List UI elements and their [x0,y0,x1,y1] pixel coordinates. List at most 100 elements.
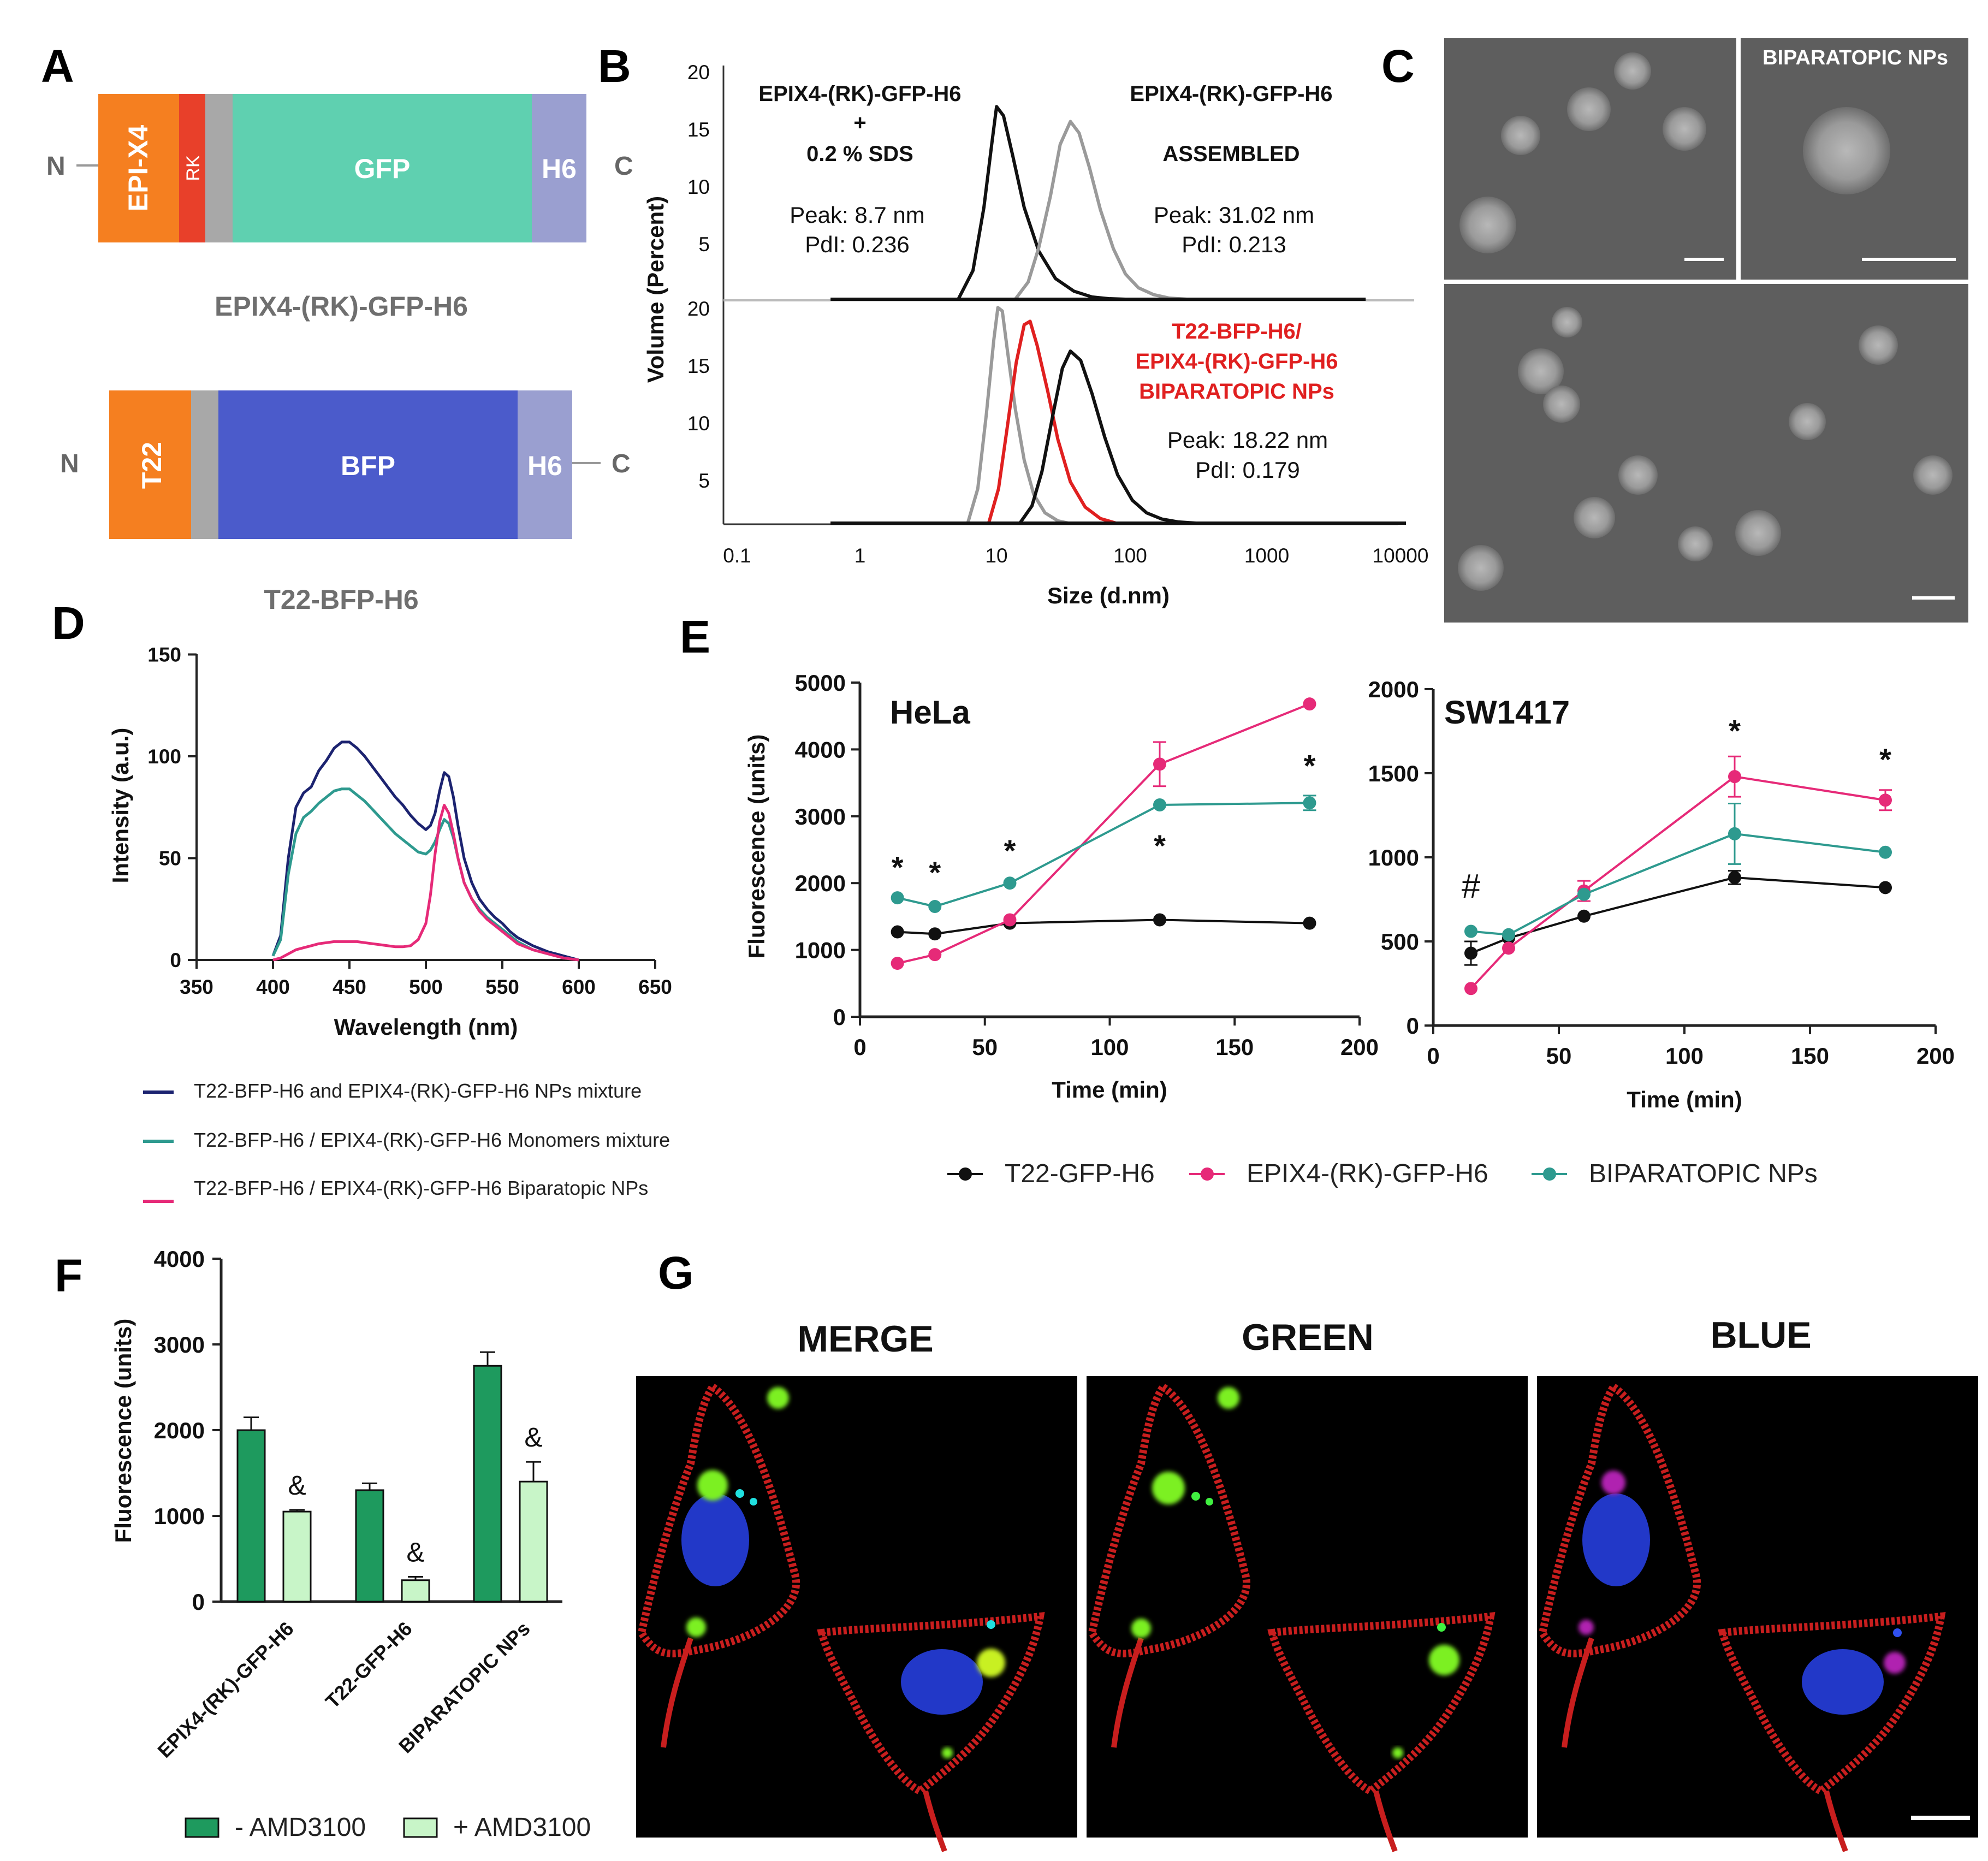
e-data-point [891,891,904,905]
e-y-tick-label: 5000 [795,670,846,696]
e-data-point [1879,881,1892,894]
e-y-tick-label: 2000 [1368,677,1419,702]
b-top-right-peak: Peak: 31.02 nm [1154,202,1314,228]
d-spectrum-line [271,740,579,962]
linker-domain-2 [191,390,218,539]
e-significance-mark: # [1462,868,1481,905]
cyan-dot [987,1620,995,1629]
nanoparticle [1574,497,1615,538]
e-data-point [1303,697,1316,711]
e-data-point [928,948,942,962]
b-xtick: 0.1 [723,544,751,567]
b-top-left-line3: 0.2 % SDS [806,142,913,166]
b-x-ticks: 0.1 1 10 100 1000 10000 [723,544,1428,567]
panel-letter-g: G [658,1247,693,1299]
e-data-point [1153,798,1166,811]
d-spectrum-line [272,804,579,962]
d-legend-label: T22-BFP-H6 / EPIX4-(RK)-GFP-H6 Monomers … [194,1129,670,1151]
n-terminus-label: N [46,152,66,181]
b-bottom-y-ticks: 20 15 10 5 [687,298,710,492]
b-top-y-ticks: 20 15 10 5 [687,61,710,256]
f-significance-mark: & [524,1422,542,1453]
panel-letter-e: E [680,611,710,662]
e-x-tick-label: 50 [1546,1043,1572,1069]
b-top-left-line1: EPIX4-(RK)-GFP-H6 [758,82,961,106]
t22-domain [109,390,191,539]
f-category-label: EPIX4-(RK)-GFP-H6 [153,1617,298,1762]
panel-letter-f: F [55,1250,82,1301]
panel-g: G MERGE GREEN BLUE [636,1247,1978,1851]
e-data-point [1464,924,1477,938]
nanoparticle [1859,325,1898,365]
f-significance-mark: & [406,1537,424,1567]
nanoparticle [1913,455,1953,495]
construct-name-1: EPIX4-(RK)-GFP-H6 [215,291,468,322]
e-series-line [1470,876,1886,955]
d-y-tick-label: 0 [170,949,181,971]
f-y-tick-label: 2000 [154,1418,205,1443]
e-x-tick-label: 150 [1791,1043,1829,1069]
rk-domain [179,94,205,242]
panel-letter-c: C [1381,40,1415,92]
e-y-tick-label: 0 [833,1004,846,1030]
e1-x-axis-title: Time (min) [1052,1077,1167,1103]
green-aggregate [1429,1645,1459,1675]
green-aggregate [1152,1472,1185,1504]
b-top-left-peak: Peak: 8.7 nm [790,202,924,228]
f-category-label: T22-GFP-H6 [321,1617,417,1713]
g-title-merge: MERGE [797,1318,933,1360]
panel-f: F Fluorescence (units) 0 1000 2000 3000 4000… [55,1246,591,1842]
e-y-tick-label: 1500 [1368,761,1419,786]
panel-c: C BIPARATOPIC NPs [1381,38,1968,623]
h6-label-2: H6 [527,451,562,481]
epi-x4-domain [98,94,179,242]
b-top-left-pdi: PdI: 0.236 [805,232,909,257]
e-x-tick-label: 0 [853,1034,866,1060]
nanoparticle [1567,87,1611,131]
d-spectrum-line [271,787,579,962]
f-y-tick-label: 1000 [154,1503,205,1529]
e-legend-marker [1543,1167,1556,1181]
f-y-axis-title: Fluorescence (units) [110,1319,136,1543]
e-significance-mark: * [929,855,941,890]
e-significance-mark: * [1004,833,1016,868]
e-y-tick-label: 500 [1381,929,1419,955]
panel-a: A N EPI-X4 RK GFP H6 C EPIX4-(RK)-GFP-H6… [41,40,633,615]
f-significance-mark: & [288,1470,306,1501]
green-aggregate [942,1747,953,1758]
d-spectra [271,740,579,962]
green-dot [1191,1492,1200,1501]
magenta-aggregate [1578,1620,1594,1635]
e-series-line [897,802,1310,908]
b-bottom-peak: Peak: 18.22 nm [1167,427,1328,453]
d-y-axis-title: Intensity (a.u.) [108,728,133,884]
f-bar [282,1510,312,1603]
gfp-domain [233,94,532,242]
b-xtick: 10000 [1373,544,1429,567]
nanoparticle [1735,510,1781,556]
n-terminus-label-2: N [60,449,79,478]
b-bottom-ytick: 5 [698,470,710,492]
f-bars: & EPIX4-(RK)-GFP-H6 & T22-GFP-H6 & BIPARATOPI… [153,1351,548,1762]
e-legend: T22-GFP-H6 EPIX4-(RK)-GFP-H6 BIPARATOPIC… [947,1159,1818,1188]
sem-divider-horizontal [1444,280,1968,284]
green-aggregate [1218,1387,1239,1409]
b-y-axis-title: Volume (Percent) [643,196,668,383]
e-y-tick-label: 4000 [795,737,846,762]
panel-b: B Volume (Percent) 20 15 10 5 20 15 10 5… [598,40,1428,608]
nucleus [681,1493,749,1586]
b-size-curve [830,349,1196,525]
green-aggregate [697,1470,728,1501]
nanoparticle [1543,386,1580,423]
e-data-point [891,925,904,939]
panel-letter-b: B [598,40,631,92]
sem-divider-vertical [1736,38,1741,281]
h6-domain-1 [532,94,586,242]
b-bottom-ytick: 15 [687,355,710,377]
micrograph-background [1537,1376,1978,1838]
h6-domain-2 [518,390,572,539]
b-top-ytick: 20 [687,61,710,84]
b-top-ytick: 15 [687,118,710,141]
g-image-green [1087,1376,1528,1851]
nanoparticle [1501,116,1540,155]
